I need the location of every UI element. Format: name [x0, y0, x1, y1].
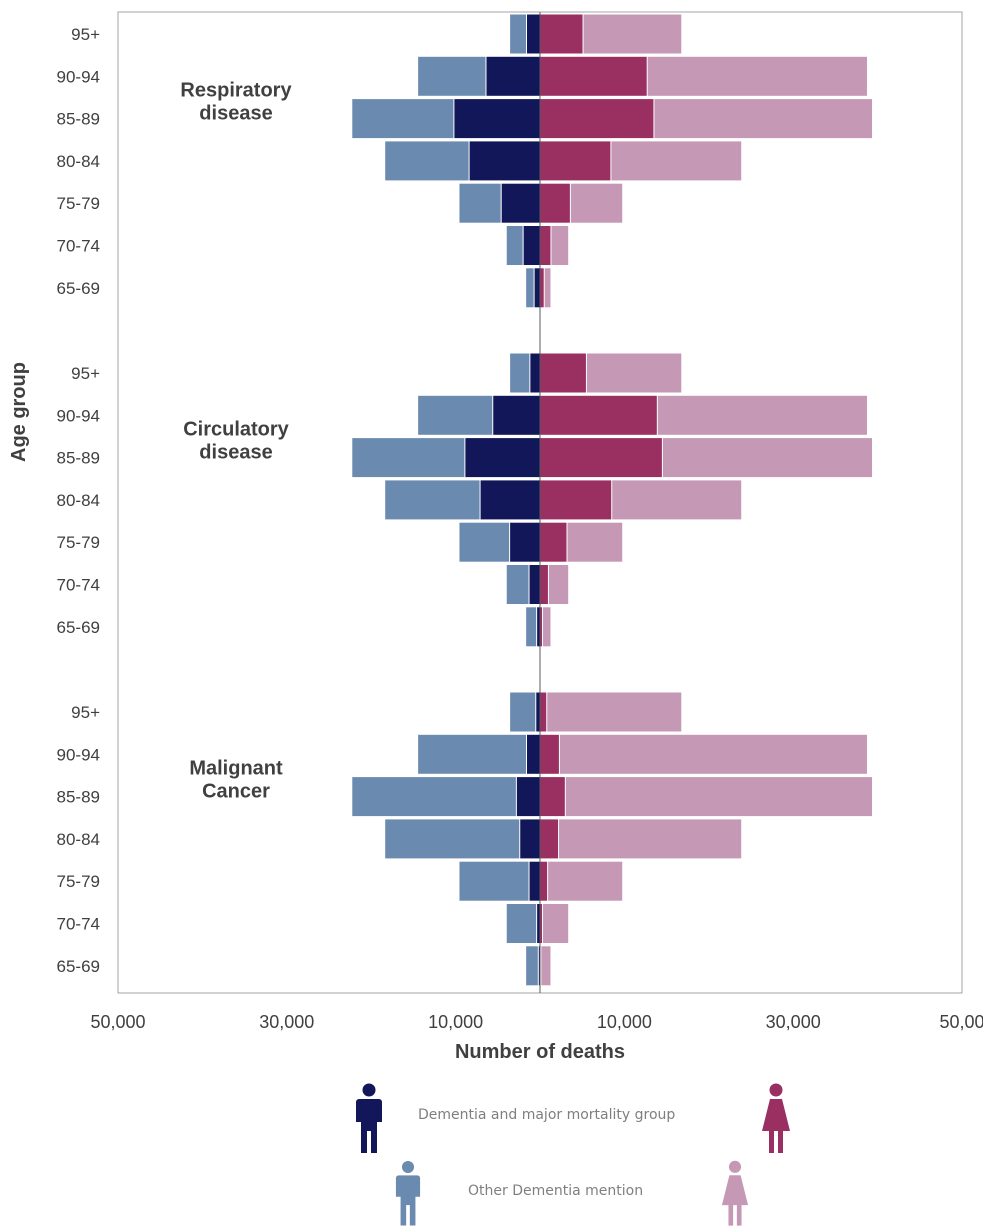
bar-female-major	[539, 55, 648, 97]
bar-female-major	[539, 98, 655, 140]
bar-male-major	[535, 691, 541, 733]
bar-male-major	[453, 98, 541, 140]
bar-female-major	[539, 394, 658, 436]
x-tick-label: 50,000	[90, 1012, 145, 1032]
x-tick-label: 10,000	[597, 1012, 652, 1032]
male-person-icon-other	[395, 1160, 421, 1226]
bar-male-other	[417, 733, 541, 775]
bar-male-other	[509, 691, 541, 733]
female-person-icon	[762, 1083, 790, 1153]
bar-male-major	[528, 860, 541, 902]
bar-male-major	[525, 733, 541, 775]
y-axis-title: Age group	[8, 362, 30, 462]
female-person-icon-other	[721, 1160, 749, 1226]
age-tick-label: 65-69	[57, 618, 100, 637]
bar-female-other	[539, 776, 874, 818]
bar-male-major	[479, 479, 541, 521]
age-tick-label: 90-94	[57, 406, 100, 425]
age-tick-label: 85-89	[57, 110, 100, 129]
bar-female-other	[539, 691, 683, 733]
bar-male-major	[500, 182, 541, 224]
age-tick-label: 65-69	[57, 957, 100, 976]
bar-female-major	[539, 564, 549, 605]
bar-female-major	[539, 479, 613, 521]
x-tick-label: 10,000	[428, 1012, 483, 1032]
age-tick-label: 70-74	[57, 576, 100, 595]
bar-male-major	[515, 776, 541, 818]
bar-female-major	[539, 860, 549, 902]
age-tick-label: 80-84	[57, 830, 100, 849]
age-tick-label: 75-79	[57, 533, 100, 552]
bar-male-major	[485, 55, 541, 97]
age-tick-label: 70-74	[57, 915, 100, 934]
age-tick-label: 80-84	[57, 152, 100, 171]
age-tick-label: 80-84	[57, 491, 100, 510]
bar-female-major	[539, 733, 560, 775]
bar-female-major	[539, 182, 571, 224]
bar-male-other	[458, 860, 541, 902]
bar-female-other	[539, 860, 624, 902]
bar-female-major	[539, 352, 587, 394]
age-tick-label: 75-79	[57, 194, 100, 213]
age-tick-label: 85-89	[57, 788, 100, 807]
age-tick-label: 90-94	[57, 745, 100, 764]
age-tick-label: 85-89	[57, 449, 100, 468]
panel-label: Cancer	[202, 781, 270, 803]
bar-male-other	[384, 818, 541, 860]
bar-female-major	[539, 521, 568, 563]
male-person-icon	[356, 1083, 382, 1153]
x-tick-label: 30,000	[259, 1012, 314, 1032]
bar-male-major	[525, 13, 541, 55]
bar-female-other	[539, 945, 552, 987]
bar-male-major	[464, 437, 541, 479]
bar-male-major	[536, 606, 541, 648]
bar-female-other	[539, 818, 743, 860]
bar-male-major	[519, 818, 541, 860]
bar-female-major	[539, 13, 584, 55]
bar-male-major	[528, 564, 541, 605]
bar-female-major	[539, 691, 548, 733]
bar-male-other	[505, 903, 541, 944]
panel-label: Respiratory	[180, 80, 292, 102]
panel-label: Malignant	[189, 758, 283, 780]
bar-female-major	[539, 776, 566, 818]
age-tick-label: 75-79	[57, 872, 100, 891]
age-tick-label: 95+	[71, 703, 100, 722]
bar-female-major	[539, 437, 663, 479]
bar-male-major	[492, 394, 541, 436]
panel-label: disease	[199, 103, 272, 125]
bar-male-major	[529, 352, 541, 394]
x-tick-label: 30,000	[766, 1012, 821, 1032]
bar-female-major	[539, 225, 552, 266]
bar-female-major	[539, 267, 545, 309]
legend-major-label: Dementia and major mortality group	[418, 1107, 676, 1123]
bar-male-other	[351, 776, 541, 818]
x-axis-title: Number of deaths	[455, 1041, 625, 1063]
bar-male-major	[468, 140, 541, 182]
bar-male-major	[509, 521, 541, 563]
bar-male-major	[536, 903, 541, 944]
bar-male-major	[533, 267, 541, 309]
age-tick-label: 90-94	[57, 67, 100, 86]
age-tick-label: 95+	[71, 25, 100, 44]
age-tick-label: 95+	[71, 364, 100, 383]
bar-female-other	[539, 903, 570, 944]
bar-female-major	[539, 818, 560, 860]
bar-male-major	[522, 225, 541, 266]
x-tick-label: 50,00	[939, 1012, 983, 1032]
panel-label: Circulatory	[183, 419, 289, 441]
age-tick-label: 65-69	[57, 279, 100, 298]
bar-female-other	[539, 733, 868, 775]
age-tick-label: 70-74	[57, 237, 100, 256]
bar-female-major	[539, 140, 612, 182]
panel-label: disease	[199, 442, 272, 464]
legend-other-label: Other Dementia mention	[468, 1183, 644, 1199]
